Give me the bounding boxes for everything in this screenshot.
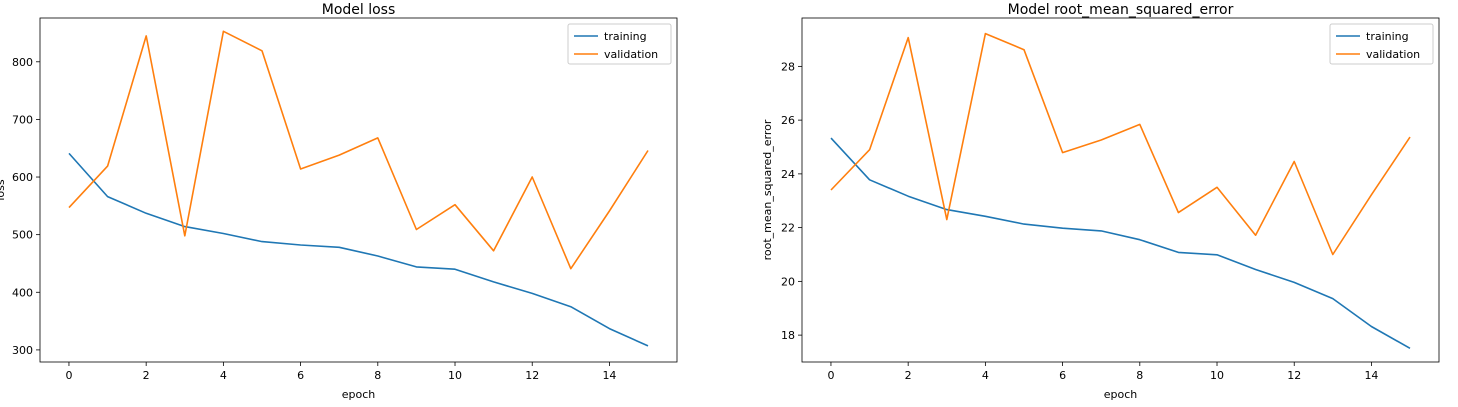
x-tick-label: 14 (1364, 369, 1378, 382)
chart-title: Model root_mean_squared_error (1008, 2, 1234, 18)
y-tick-label: 500 (12, 229, 33, 242)
series-line-training (68, 152, 649, 347)
x-tick-label: 2 (905, 369, 912, 382)
y-tick-label: 600 (12, 171, 33, 184)
x-tick-label: 10 (448, 369, 462, 382)
x-tick-label: 0 (827, 369, 834, 382)
x-tick-label: 4 (220, 369, 227, 382)
x-tick-label: 6 (1059, 369, 1066, 382)
y-tick-label: 28 (781, 60, 795, 73)
y-tick-label: 400 (12, 286, 33, 299)
y-tick-label: 22 (781, 222, 795, 235)
chart-1: Model loss 0 2 4 6 8 10 12 14 300 400 500 600 700 800 e… (0, 2, 678, 401)
series-line-validation (830, 32, 1411, 256)
legend: training validation (1329, 23, 1434, 65)
y-tick-label: 24 (781, 168, 795, 181)
legend-label: training (604, 30, 647, 43)
legend-label: validation (1366, 48, 1420, 61)
y-tick-label: 20 (781, 275, 795, 288)
x-tick-label: 10 (1210, 369, 1224, 382)
chart-title: Model loss (322, 2, 396, 18)
legend: training validation (567, 23, 672, 65)
y-tick-label: 800 (12, 56, 33, 69)
y-axis-label: root_mean_squared_error (761, 119, 774, 260)
x-tick-label: 12 (1287, 369, 1301, 382)
plot-frame (801, 17, 1440, 363)
x-axis-label: epoch (342, 388, 376, 401)
y-tick-label: 700 (12, 113, 33, 126)
series-line-training (830, 137, 1411, 349)
plot-frame (39, 17, 678, 363)
y-tick-label: 300 (12, 344, 33, 357)
x-tick-label: 12 (525, 369, 539, 382)
x-tick-label: 0 (65, 369, 72, 382)
x-tick-label: 4 (982, 369, 989, 382)
x-tick-label: 8 (374, 369, 381, 382)
x-tick-label: 14 (602, 369, 616, 382)
series-line-validation (68, 30, 649, 270)
y-axis-label: loss (0, 179, 7, 201)
x-axis-label: epoch (1104, 388, 1138, 401)
legend-label: validation (604, 48, 658, 61)
x-tick-label: 6 (297, 369, 304, 382)
y-tick-label: 26 (781, 114, 795, 127)
x-tick-label: 8 (1136, 369, 1143, 382)
legend-label: training (1366, 30, 1409, 43)
y-tick-label: 18 (781, 329, 795, 342)
x-tick-label: 2 (143, 369, 150, 382)
